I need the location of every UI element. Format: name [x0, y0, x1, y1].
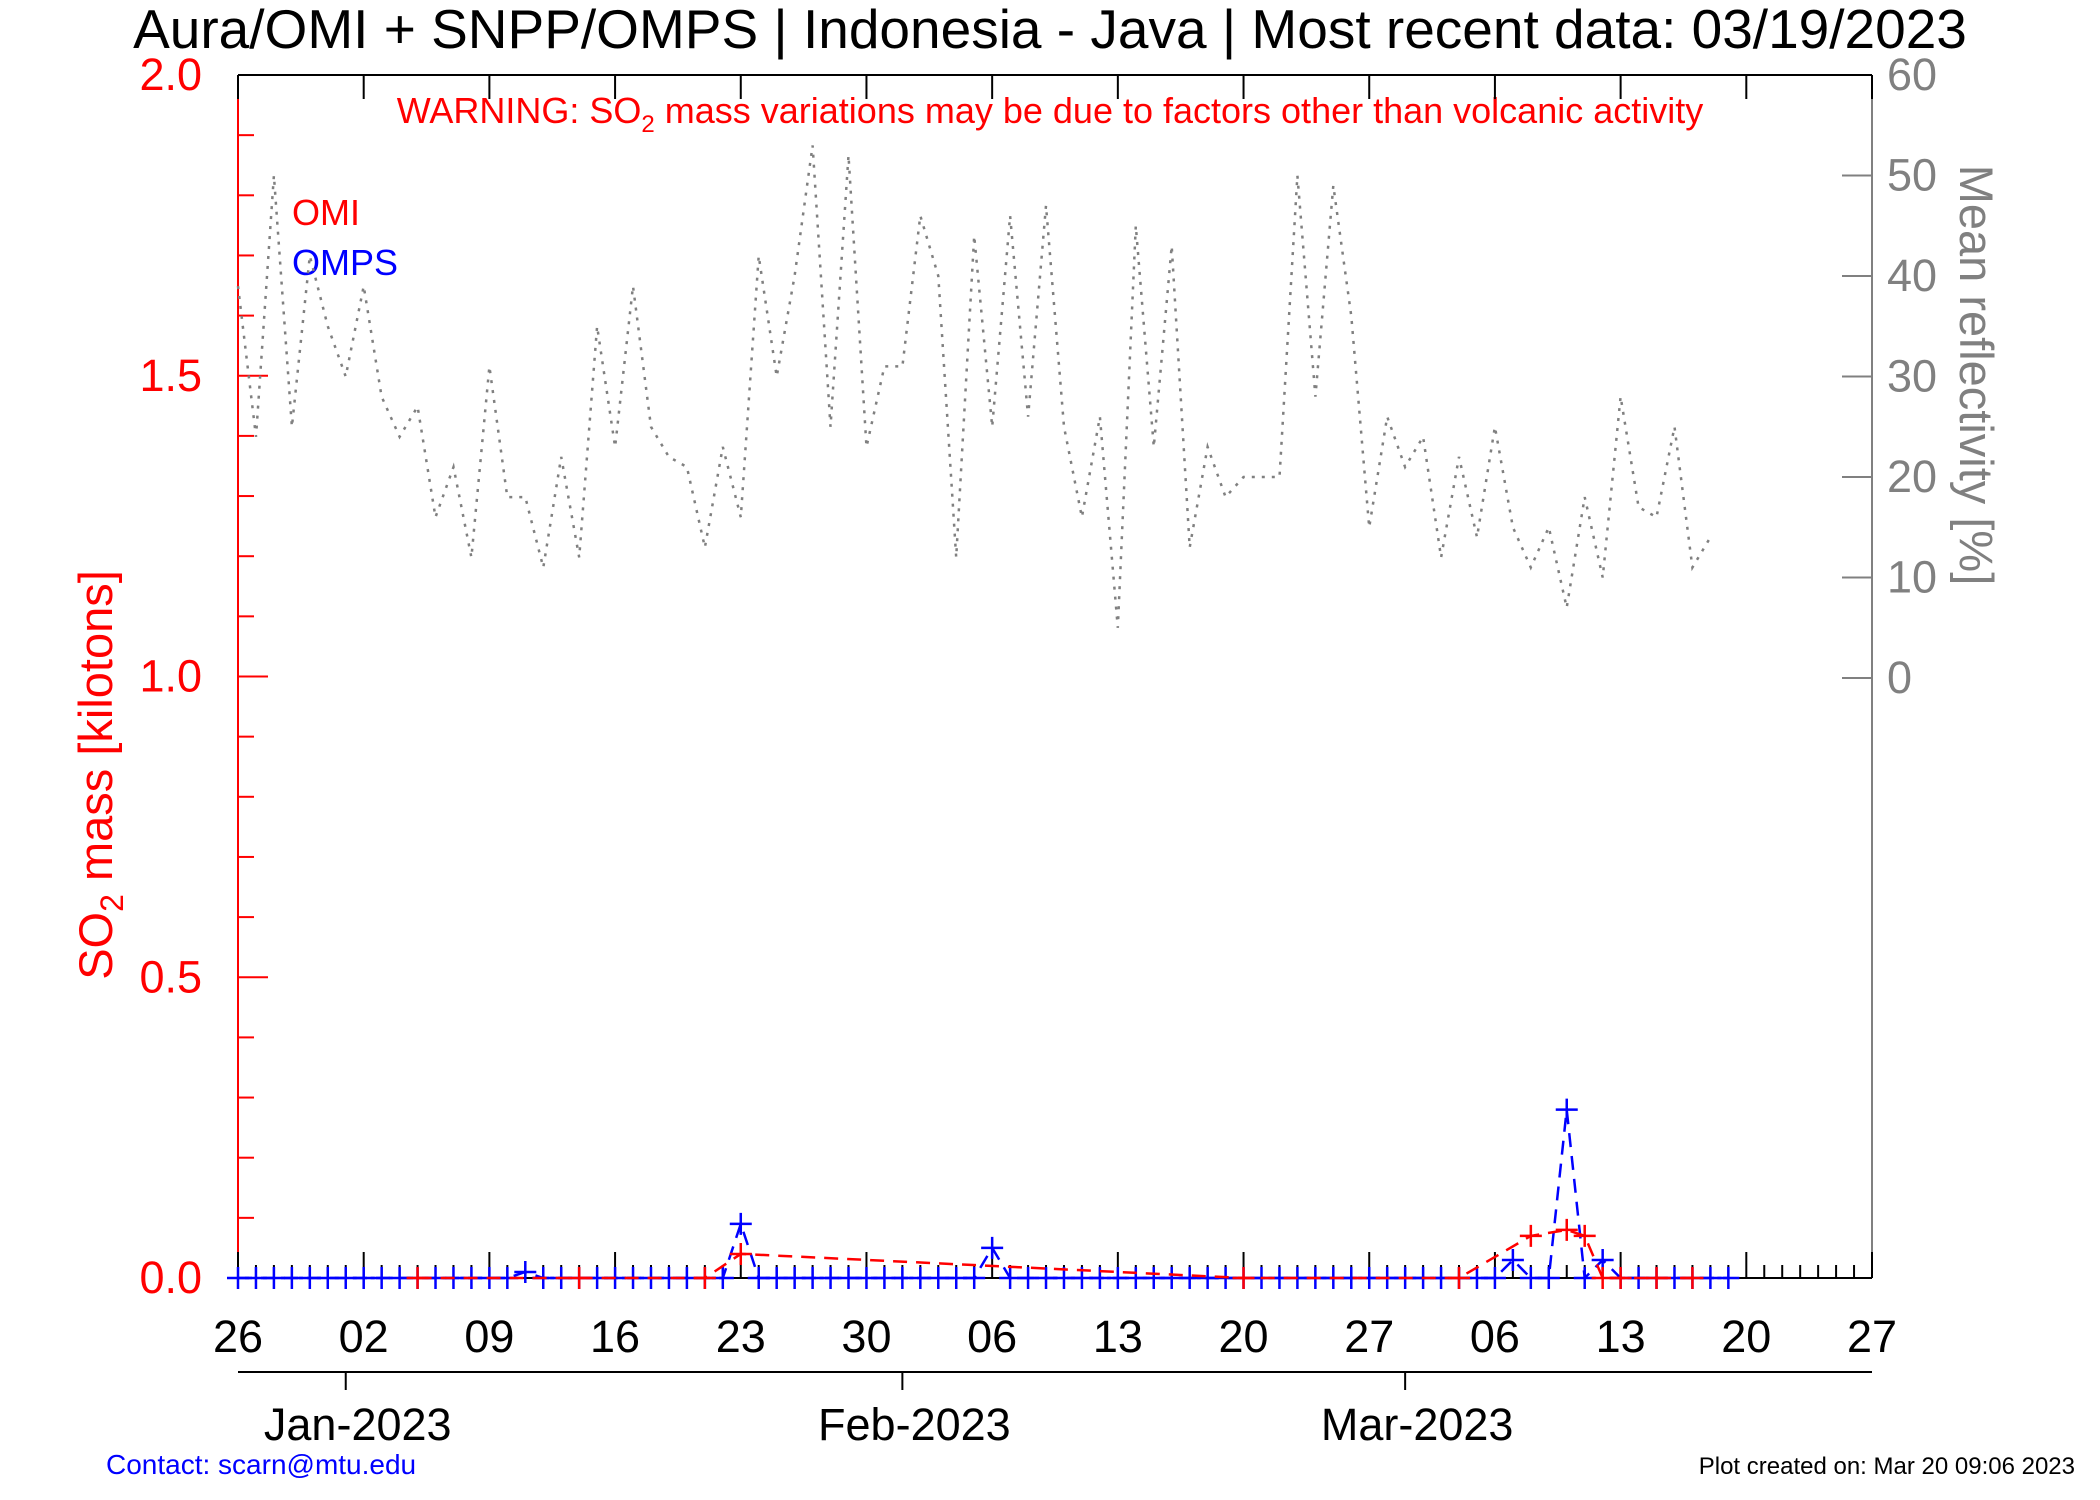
omps-marker — [981, 1236, 1004, 1259]
omi-marker — [1573, 1224, 1596, 1247]
chart-title: Aura/OMI + SNPP/OMPS | Indonesia - Java … — [133, 0, 1967, 60]
omps-marker — [1555, 1098, 1578, 1121]
x-axis-tick-label: 16 — [590, 1311, 640, 1362]
month-label: Feb-2023 — [818, 1399, 1011, 1450]
left-axis-tick-label: 0.5 — [139, 951, 202, 1002]
x-axis-tick-label: 06 — [967, 1311, 1017, 1362]
right-axis-tick-label: 20 — [1887, 451, 1937, 502]
right-axis-tick-label: 60 — [1887, 49, 1937, 100]
month-label: Jan-2023 — [264, 1399, 452, 1450]
left-axis-tick-label: 1.0 — [139, 651, 202, 702]
omi-marker — [1681, 1267, 1704, 1289]
warning-text: WARNING: SO2 mass variations may be due … — [397, 90, 1704, 138]
left-axis-tick-label: 1.5 — [139, 350, 202, 401]
omi-marker — [568, 1267, 591, 1289]
left-axis-label: SO2 mass [kilotons] — [69, 570, 130, 980]
omi-marker — [1519, 1224, 1542, 1247]
x-axis-tick-label: 30 — [841, 1311, 891, 1362]
omi-marker — [1232, 1267, 1255, 1289]
x-axis-tick-label: 20 — [1721, 1311, 1771, 1362]
x-axis-tick-label: 13 — [1093, 1311, 1143, 1362]
right-axis: 0 10 20 30 40 50 60 — [1842, 49, 1937, 1278]
omps-marker — [1483, 1267, 1506, 1289]
omps-series — [227, 1098, 1740, 1289]
omi-marker — [1555, 1218, 1578, 1241]
x-axis-tick-label: 26 — [213, 1311, 263, 1362]
left-axis: 0.0 0.5 1.0 1.5 2.0 — [139, 49, 268, 1303]
right-axis-tick-label: 10 — [1887, 552, 1937, 603]
omi-marker — [1645, 1267, 1668, 1289]
left-axis-tick-label: 2.0 — [139, 49, 202, 100]
reflectivity-line — [236, 145, 1712, 628]
omi-marker — [729, 1242, 752, 1265]
month-axis: Jan-2023 Feb-2023 Mar-2023 — [238, 1371, 1872, 1450]
omi-marker — [693, 1267, 716, 1289]
x-axis-tick-label: 27 — [1847, 1311, 1897, 1362]
x-axis: 26 02 09 16 23 30 06 13 20 27 06 13 20 27 — [213, 74, 1897, 1362]
right-axis-tick-label: 0 — [1887, 652, 1912, 703]
created-text: Plot created on: Mar 20 09:06 2023 — [1699, 1453, 2075, 1480]
legend-omi: OMI — [292, 192, 360, 233]
right-axis-tick-label: 50 — [1887, 150, 1937, 201]
omps-marker — [963, 1267, 986, 1289]
omi-marker — [406, 1267, 429, 1289]
omps-marker — [729, 1212, 752, 1235]
omps-line — [238, 1109, 1729, 1281]
omi-marker — [1609, 1267, 1632, 1289]
x-axis-tick-label: 02 — [339, 1311, 389, 1362]
right-axis-tick-label: 30 — [1887, 351, 1937, 402]
omps-marker — [1537, 1267, 1560, 1289]
omps-marker — [1501, 1248, 1524, 1271]
x-axis-tick-label: 06 — [1470, 1311, 1520, 1362]
right-axis-label: Mean reflectivity [%] — [1950, 165, 2003, 586]
x-axis-tick-label: 27 — [1344, 1311, 1394, 1362]
contact-text: Contact: scarn@mtu.edu — [106, 1449, 416, 1480]
right-axis-tick-label: 40 — [1887, 250, 1937, 301]
x-axis-tick-label: 09 — [464, 1311, 514, 1362]
left-axis-tick-label: 0.0 — [139, 1252, 202, 1303]
x-axis-tick-label: 20 — [1219, 1311, 1269, 1362]
month-label: Mar-2023 — [1321, 1399, 1514, 1450]
reflectivity-series — [236, 145, 1712, 628]
omi-series — [406, 1218, 1704, 1289]
omps-marker — [514, 1260, 537, 1283]
omi-marker — [1448, 1267, 1471, 1289]
x-axis-tick-label: 23 — [716, 1311, 766, 1362]
x-axis-tick-label: 13 — [1596, 1311, 1646, 1362]
omps-marker — [1717, 1267, 1740, 1289]
